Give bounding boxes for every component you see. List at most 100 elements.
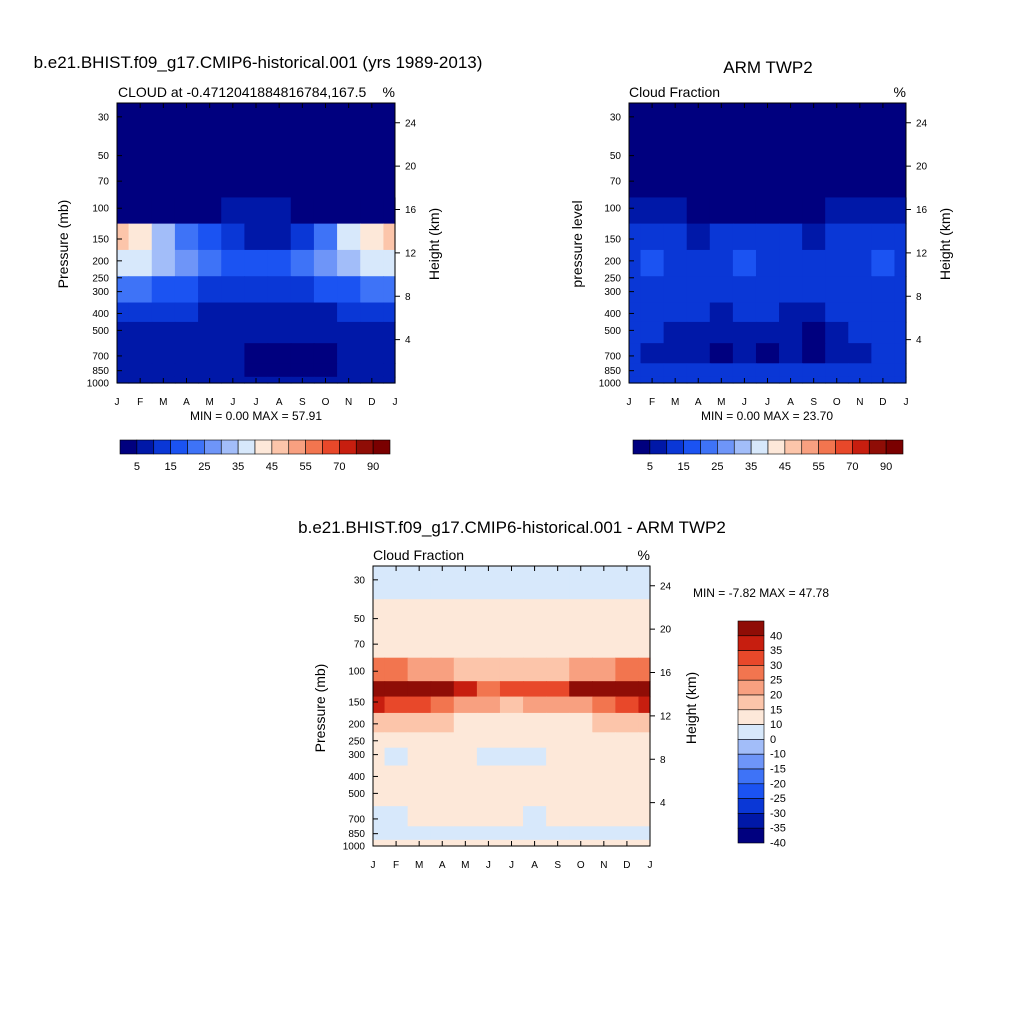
heatmap-cell xyxy=(825,276,849,304)
heatmap-cell xyxy=(128,249,153,277)
heatmap-cell xyxy=(546,747,570,767)
x-tick-label: A xyxy=(183,397,190,408)
y-right-tick-label: 16 xyxy=(405,205,417,216)
heatmap-cell xyxy=(198,343,222,364)
heatmap-cell xyxy=(523,566,547,600)
y-tick-label: 50 xyxy=(98,151,110,162)
heatmap-cell xyxy=(629,376,642,384)
heatmap-cell xyxy=(290,197,315,225)
heatmap-cell xyxy=(615,681,640,698)
heatmap-cell xyxy=(546,681,570,698)
heatmap-cell xyxy=(384,765,409,786)
heatmap-cell xyxy=(373,784,386,807)
heatmap-cell xyxy=(430,732,455,749)
heatmap-cell xyxy=(117,376,130,384)
heatmap-cell xyxy=(198,321,222,344)
heatmap-cell xyxy=(709,276,734,304)
heatmap-cell xyxy=(686,363,711,378)
heatmap-cell xyxy=(732,249,757,277)
heatmap-cell xyxy=(221,223,246,251)
heatmap-cell xyxy=(640,249,665,277)
heatmap-cell xyxy=(871,197,896,225)
heatmap-cell xyxy=(151,223,176,251)
heatmap-cell xyxy=(407,747,432,767)
y-right-tick-label: 4 xyxy=(660,798,666,809)
panel-left-label: Cloud Fraction xyxy=(373,547,464,563)
heatmap-cell xyxy=(825,223,849,251)
x-tick-label: O xyxy=(322,397,330,408)
heatmap-cell xyxy=(640,223,665,251)
heatmap-cell xyxy=(802,276,826,304)
colorbar-label: 25 xyxy=(770,675,782,687)
heatmap-cell xyxy=(453,566,478,600)
y-right-tick-label: 20 xyxy=(916,162,928,173)
colorbar-box xyxy=(737,665,765,681)
heatmap-cell xyxy=(373,826,386,841)
colorbar-label: 45 xyxy=(266,461,278,473)
x-tick-label: J xyxy=(254,397,259,408)
heatmap-cell xyxy=(640,197,665,225)
y-tick-label: 100 xyxy=(348,667,365,678)
heatmap-cell xyxy=(244,321,269,344)
heatmap-cell xyxy=(871,321,896,344)
colorbar-label: -40 xyxy=(770,838,786,850)
x-tick-label: J xyxy=(115,397,120,408)
heatmap-cell xyxy=(117,223,130,251)
heatmap-cell xyxy=(221,343,246,364)
heatmap-cell xyxy=(430,696,455,714)
heatmap-cell xyxy=(802,302,826,323)
heatmap-cell xyxy=(732,197,757,225)
y-axis-right-label: Height (km) xyxy=(937,208,953,280)
heatmap-cell xyxy=(523,681,547,698)
heatmap-cell xyxy=(313,321,338,344)
panel-title: b.e21.BHIST.f09_g17.CMIP6-historical.001… xyxy=(298,518,726,537)
heatmap-cell xyxy=(337,249,361,277)
y-tick-label: 70 xyxy=(354,640,366,651)
heatmap-cell xyxy=(663,343,688,364)
heatmap-cell xyxy=(151,363,176,378)
heatmap-cell xyxy=(523,765,547,786)
panel-units-label: % xyxy=(894,84,906,100)
heatmap-cell xyxy=(221,197,246,225)
colorbar-box xyxy=(717,439,735,455)
heatmap-cell xyxy=(476,732,501,749)
heatmap-cell xyxy=(313,343,338,364)
y-tick-label: 70 xyxy=(610,177,622,188)
colorbar-box xyxy=(170,439,188,455)
heatmap-cell xyxy=(174,343,199,364)
heatmap-cell xyxy=(373,696,386,714)
colorbar-box xyxy=(767,439,786,455)
heatmap-cell xyxy=(476,599,501,632)
heatmap-cell xyxy=(640,343,665,364)
heatmap-cell xyxy=(640,321,665,344)
heatmap-cell xyxy=(755,363,780,378)
colorbar-label: 90 xyxy=(367,461,379,473)
heatmap-cell xyxy=(476,566,501,600)
y-tick-label: 200 xyxy=(92,256,109,267)
colorbar-label: 40 xyxy=(770,630,782,642)
heatmap-cell xyxy=(732,302,757,323)
heatmap-cell xyxy=(384,732,409,749)
x-tick-label: A xyxy=(439,860,446,871)
heatmap-cell xyxy=(871,343,896,364)
heatmap-cell xyxy=(244,343,269,364)
colorbar-label: 30 xyxy=(770,660,782,672)
heatmap-cell xyxy=(709,197,734,225)
heatmap-cell xyxy=(373,806,386,827)
heatmap-cell xyxy=(686,223,711,251)
heatmap-cell xyxy=(569,712,593,733)
heatmap-cell xyxy=(198,223,222,251)
heatmap-cell xyxy=(244,276,269,304)
heatmap-cell xyxy=(638,599,651,632)
heatmap-cell xyxy=(871,302,896,323)
colorbar-label: 55 xyxy=(300,461,312,473)
heatmap-cell xyxy=(638,657,651,682)
heatmap-cell xyxy=(615,566,640,600)
heatmap-cell xyxy=(569,732,593,749)
heatmap-cell xyxy=(384,712,409,733)
heatmap-cell xyxy=(592,599,616,632)
heatmap-cell xyxy=(221,249,246,277)
y-tick-label: 200 xyxy=(604,256,621,267)
heatmap-cell xyxy=(337,302,361,323)
heatmap-cell xyxy=(383,363,396,378)
